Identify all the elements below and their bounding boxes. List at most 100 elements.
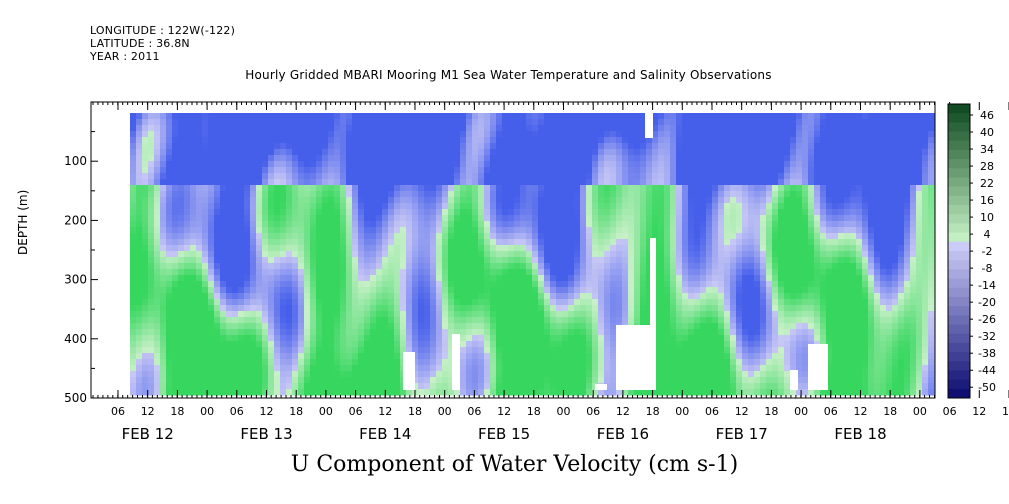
y-tick-label: 100: [64, 154, 87, 168]
x-tick-label: 12: [972, 405, 986, 418]
colorbar-label: 40: [980, 126, 994, 139]
heatmap-field: [130, 113, 935, 396]
x-tick-label: 00: [319, 405, 333, 418]
x-tick-label: 06: [943, 405, 957, 418]
colorbar-label: -2: [982, 245, 993, 258]
colorbar-segment: [948, 342, 970, 353]
colorbar-segment: [948, 104, 970, 114]
colorbar-segment: [948, 315, 970, 325]
colorbar-segment: [948, 324, 970, 335]
x-tick-label: 06: [705, 405, 719, 418]
colorbar-label: -8: [982, 262, 993, 275]
x-tick-label: 18: [170, 405, 184, 418]
colorbar-segment: [948, 287, 970, 298]
x-tick-label: 00: [557, 405, 571, 418]
day-label: FEB 17: [716, 425, 768, 443]
colorbar-label: -14: [978, 279, 996, 292]
colorbar-segment: [948, 122, 970, 132]
x-tick-label: 18: [764, 405, 778, 418]
colorbar-segment: [948, 352, 970, 362]
colorbar-segment: [948, 241, 970, 252]
x-tick-label: 12: [378, 405, 392, 418]
colorbar-label: 16: [980, 194, 994, 207]
colorbar-segment: [948, 131, 970, 142]
x-tick-label: 12: [141, 405, 155, 418]
x-tick-label: 12: [260, 405, 274, 418]
x-tick-label: 06: [586, 405, 600, 418]
colorbar-segment: [948, 296, 970, 307]
x-tick-label: 12: [854, 405, 868, 418]
day-label: FEB 12: [122, 425, 174, 443]
x-tick-label: 00: [200, 405, 214, 418]
x-tick-label: 00: [913, 405, 927, 418]
header-metadata: LONGITUDE : 122W(-122) LATITUDE : 36.8N …: [90, 24, 235, 63]
x-axis-label: U Component of Water Velocity (cm s-1): [290, 452, 739, 477]
colorbar-segment: [948, 232, 970, 243]
colorbar-label: 4: [984, 228, 991, 241]
colorbar-segment: [948, 140, 970, 151]
colorbar-segment: [948, 278, 970, 289]
colorbar-segment: [948, 223, 970, 234]
chart-title: Hourly Gridded MBARI Mooring M1 Sea Wate…: [245, 68, 772, 82]
colorbar-segment: [948, 159, 970, 169]
colorbar-segment: [948, 388, 970, 399]
y-tick-label: 400: [64, 332, 87, 346]
colorbar-label: 22: [980, 177, 994, 190]
colorbar-label: 28: [980, 160, 994, 173]
colorbar-segment: [948, 177, 970, 188]
latitude-label: LATITUDE : 36.8N: [90, 37, 190, 50]
longitude-label: LONGITUDE : 122W(-122): [90, 24, 236, 37]
colorbar-segment: [948, 379, 970, 390]
x-tick-label: 18: [527, 405, 541, 418]
x-tick-label: 06: [111, 405, 125, 418]
x-tick-label: 06: [824, 405, 838, 418]
colorbar-label: -20: [978, 296, 996, 309]
x-tick-label: 18: [883, 405, 897, 418]
colorbar-label: -32: [978, 330, 996, 343]
x-tick-label: 06: [467, 405, 481, 418]
colorbar-label: -26: [978, 313, 996, 326]
colorbar: 46 40 34 28 22 16 10 4 -2 -8 -14 -20 -26 -32 -38 -44 -50: [947, 103, 996, 399]
colorbar-segment: [948, 195, 970, 206]
colorbar-segment: [948, 260, 970, 270]
x-tick-label: 18: [408, 405, 422, 418]
colorbar-segment: [948, 149, 970, 160]
colorbar-segment: [948, 168, 970, 178]
day-label: FEB 18: [834, 425, 886, 443]
colorbar-segment: [948, 269, 970, 279]
y-tick-label: 300: [64, 273, 87, 287]
colorbar-segment: [948, 214, 970, 224]
colorbar-segment: [948, 333, 970, 344]
colorbar-label: 34: [980, 143, 994, 156]
y-tick-label: 200: [64, 213, 87, 227]
x-tick-label: 12: [735, 405, 749, 418]
day-label: FEB 15: [478, 425, 530, 443]
year-label: YEAR : 2011: [90, 50, 160, 63]
colorbar-segment: [948, 205, 970, 215]
colorbar-segment: [948, 370, 970, 381]
colorbar-label: -50: [978, 381, 996, 394]
x-tick-label: 18: [646, 405, 660, 418]
day-label: FEB 14: [359, 425, 411, 443]
y-tick-label: 500: [64, 391, 87, 405]
colorbar-label: -44: [978, 364, 996, 377]
x-tick-label: 06: [349, 405, 363, 418]
x-tick-label: 00: [675, 405, 689, 418]
colorbar-segment: [948, 306, 970, 316]
x-tick-label: 18: [289, 405, 303, 418]
day-label: FEB 13: [240, 425, 292, 443]
colorbar-label: 10: [980, 211, 994, 224]
x-tick-label: 00: [438, 405, 452, 418]
x-tick-label: 00: [794, 405, 808, 418]
colorbar-label: 46: [980, 109, 994, 122]
x-tick-label: 06: [230, 405, 244, 418]
x-tick-label: 18: [1002, 405, 1009, 418]
bottom-title-container: U Component of Water Velocity (cm s-1): [0, 452, 1009, 477]
x-tick-label: 12: [616, 405, 630, 418]
colorbar-segment: [948, 186, 970, 197]
chart-title-container: Hourly Gridded MBARI Mooring M1 Sea Wate…: [0, 68, 1009, 82]
day-label: FEB 16: [597, 425, 649, 443]
x-tick-label: 12: [497, 405, 511, 418]
